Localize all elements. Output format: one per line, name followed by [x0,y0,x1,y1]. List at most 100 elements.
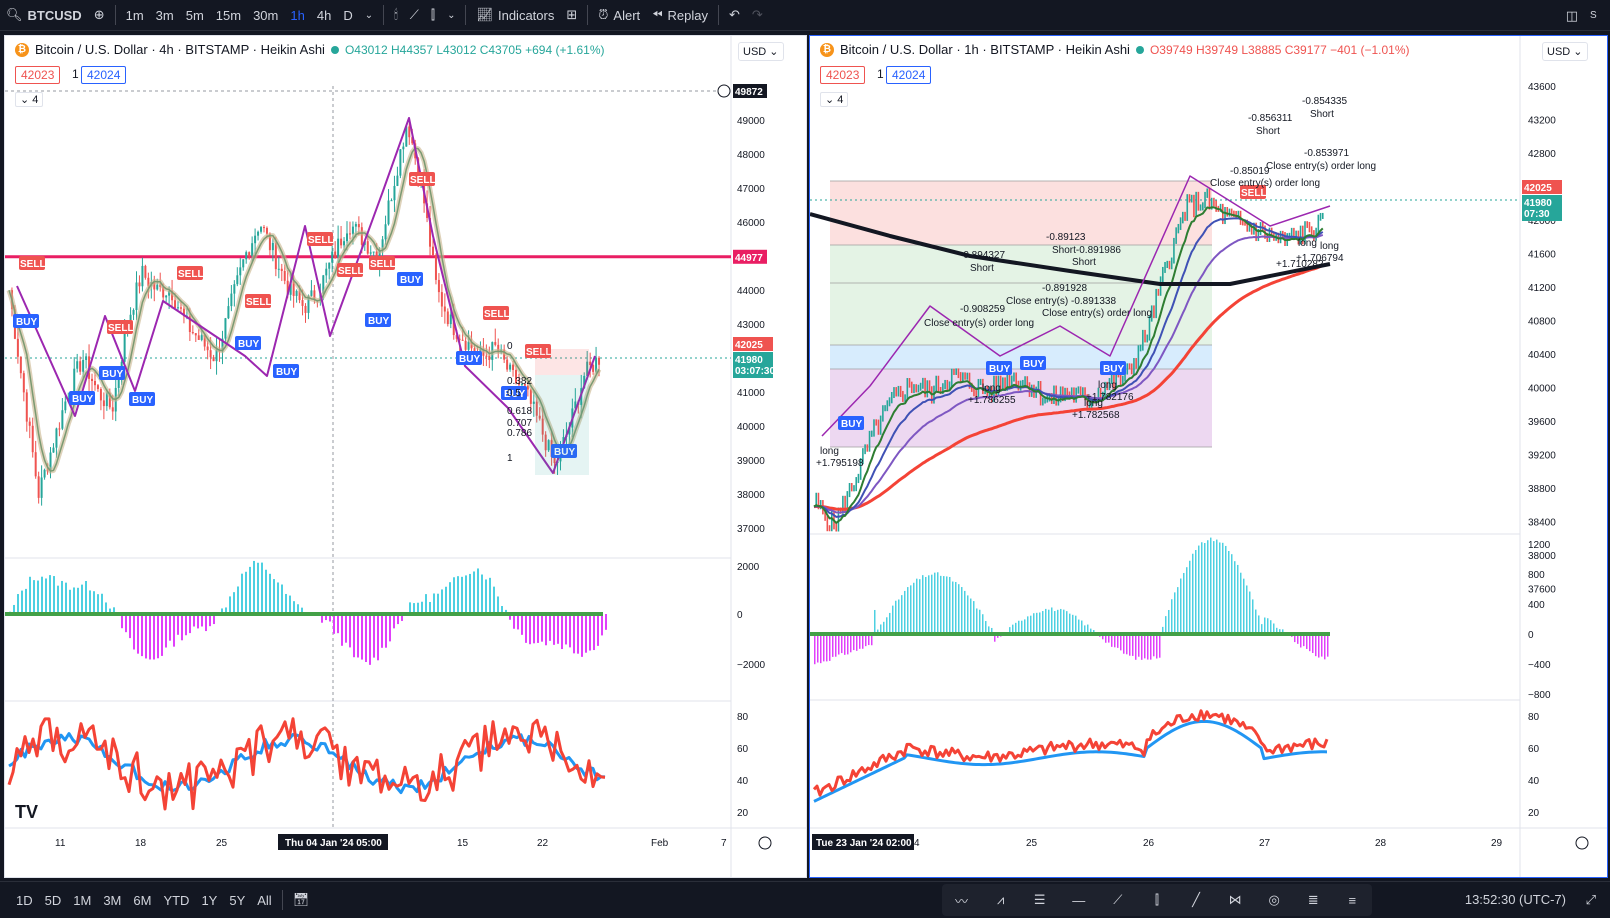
candle-body [215,349,218,362]
account-button[interactable]: S [1584,0,1610,31]
candle-body [1148,315,1151,341]
candle-body [260,227,263,232]
candle-body [1048,393,1051,402]
add-symbol-button[interactable]: ⊕ [88,0,111,31]
oscillator-bar [1051,607,1053,634]
interval-d[interactable]: D [343,7,353,23]
range-1y[interactable]: 1Y [201,892,218,908]
style-dropdown[interactable]: ⌄ [441,0,461,31]
sell-price-button[interactable]: 42023 [15,66,61,84]
interval-30m[interactable]: 30m [253,7,279,23]
indicators-button[interactable]: 📈︎ Indicators [470,0,560,31]
chart-canvas-1h[interactable]: 4360043200428004240042000416004120040800… [810,36,1608,878]
strategy-note: long [1084,398,1103,409]
clock[interactable]: 13:52:30 (UTC-7) [1464,892,1566,907]
interval-4h[interactable]: 4h [316,7,332,23]
sell-signal-tag [369,256,395,270]
candle-body [884,405,886,412]
sell-price-button[interactable]: 42023 [820,66,866,84]
oscillator-bar [871,634,873,646]
currency-selector[interactable]: USD ⌄ [738,42,784,61]
time-tick-label: 29 [1491,838,1503,849]
chart-pane-4h[interactable]: 4900048000470004600045000440004300042000… [4,35,807,878]
oscillator-tick-label: −2000 [737,660,766,671]
go-to-date-button[interactable]: 📅︎ [287,892,316,908]
trend-line-icon[interactable]: ╱ [1192,892,1200,907]
compare-button[interactable]: ⟋ [404,0,425,31]
symbol-search[interactable]: 🔍︎ BTCUSD [0,0,88,31]
buy-price-button[interactable]: 42024 [81,66,127,84]
rsi-tick-label: 80 [1528,712,1540,723]
oscillator-bar [895,600,897,634]
candle-body [1295,230,1297,240]
range-5y[interactable]: 5Y [229,892,246,908]
candle-body [1022,379,1024,387]
replay-button[interactable]: ⏪︎ Replay [646,0,714,31]
oscillator-bar [922,575,924,634]
cycle-icon[interactable]: ◎ [1268,892,1280,907]
indicators-collapse-button[interactable]: ⌄ 4 [820,92,849,107]
oscillator-bar [565,614,567,645]
oscillator-bar [545,614,547,646]
oscillator-bar [581,614,583,657]
indicators-collapse-button[interactable]: ⌄ 4 [15,92,44,107]
redo-button[interactable]: ↷ [746,0,769,31]
interval-5m[interactable]: 5m [185,7,204,23]
oscillator-bar [201,614,203,627]
market-status-icon [1135,45,1144,54]
strategy-note: -0.856311 [1248,113,1293,124]
chart-style-button[interactable]: ⫿ [425,0,441,31]
interval-15m[interactable]: 15m [215,7,242,23]
buy-price-button[interactable]: 42024 [886,66,932,84]
interval-dropdown[interactable]: ⌄ [359,0,379,31]
oscillator-bar [958,584,960,634]
interval-1h[interactable]: 1h [290,7,305,23]
ray-icon[interactable]: ⟋ [1113,892,1123,907]
candle-body [1144,329,1146,343]
layouts-button[interactable]: ⊞ [560,0,583,31]
price-tick-label: 40400 [1528,350,1556,361]
currency-selector[interactable]: USD ⌄ [1542,42,1588,61]
range-3m[interactable]: 3M [103,892,122,908]
oscillator-bar [1243,578,1245,634]
symbol-label: BTCUSD [27,7,82,23]
candle-body [1197,191,1200,211]
range-1m[interactable]: 1M [73,892,92,908]
abcd-icon[interactable]: ⩘ [996,892,1005,907]
pattern-icon[interactable]: 〰 [955,893,969,909]
candle-body [1190,194,1193,203]
fullscreen-button[interactable]: ⤢ [1580,892,1602,908]
candle-body [197,335,200,340]
oscillator-bar [149,614,151,660]
range-all[interactable]: All [257,892,272,908]
buy-signal-tag [1100,361,1126,375]
oscillator-bar [353,614,355,658]
range-5d[interactable]: 5D [44,892,62,908]
interval-1m[interactable]: 1m [125,7,144,23]
buy-signal-tag [1020,356,1046,370]
position-icon[interactable]: ≡ [1348,892,1357,908]
chart-pane-1h[interactable]: 4360043200428004240042000416004120040800… [809,35,1608,878]
horizontal-line-icon[interactable]: — [1072,892,1086,908]
range-1d[interactable]: 1D [16,892,33,908]
candle-body [387,200,390,225]
oscillator-bar [453,577,455,614]
fib-icon[interactable]: ≣ [1307,892,1319,907]
range-6m[interactable]: 6M [133,892,152,908]
candle-body [1228,208,1231,217]
undo-button[interactable]: ↶ [723,0,746,31]
alert-button[interactable]: ⏰︎ Alert [592,0,646,31]
candle-body [1230,208,1233,217]
chart-type-button[interactable]: 🕯︎ [388,0,404,31]
range-ytd[interactable]: YTD [163,892,190,908]
interval-3m[interactable]: 3m [155,7,174,23]
candle-body [955,368,957,375]
bars-pattern-icon[interactable]: ⫿ [1154,892,1159,907]
candle-body [1177,223,1180,234]
panel-toggle-button[interactable]: ◫ [1560,0,1584,31]
xabcd-icon[interactable]: ⋈ [1228,892,1242,907]
chart-canvas-4h[interactable]: 4900048000470004600045000440004300042000… [5,36,807,878]
channel-icon[interactable]: ☰ [1033,892,1046,907]
oscillator-bar [385,614,387,648]
oscillator-bar [982,614,984,634]
